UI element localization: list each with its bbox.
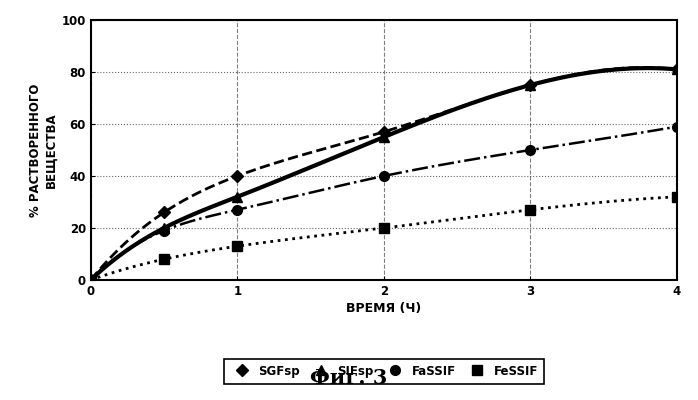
FaSSIF bbox=[526, 148, 535, 152]
Text: Фиг. 3: Фиг. 3 bbox=[311, 368, 387, 388]
SGFsp bbox=[673, 67, 681, 72]
Y-axis label: % РАСТВОРЕННОГО
ВЕЩЕСТВА: % РАСТВОРЕННОГО ВЕЩЕСТВА bbox=[29, 83, 57, 217]
SGFsp bbox=[87, 278, 95, 282]
X-axis label: ВРЕМЯ (Ч): ВРЕМЯ (Ч) bbox=[346, 302, 422, 315]
SIFsp bbox=[380, 134, 388, 140]
FeSSIF bbox=[673, 194, 681, 199]
SGFsp bbox=[526, 83, 535, 88]
SGFsp bbox=[160, 210, 168, 215]
SGFsp bbox=[380, 129, 388, 134]
FeSSIF bbox=[526, 207, 535, 212]
SIFsp bbox=[87, 278, 95, 282]
FaSSIF bbox=[160, 228, 168, 233]
FeSSIF bbox=[233, 244, 242, 248]
FeSSIF bbox=[160, 257, 168, 262]
SIFsp bbox=[233, 194, 242, 199]
FaSSIF bbox=[673, 124, 681, 129]
Line: SGFsp: SGFsp bbox=[87, 65, 681, 284]
FeSSIF bbox=[380, 226, 388, 230]
FeSSIF bbox=[87, 278, 95, 282]
Line: SIFsp: SIFsp bbox=[86, 64, 682, 285]
FaSSIF bbox=[380, 174, 388, 178]
SIFsp bbox=[160, 226, 168, 230]
SGFsp bbox=[233, 174, 242, 178]
FaSSIF bbox=[233, 207, 242, 212]
Line: FeSSIF: FeSSIF bbox=[86, 192, 682, 285]
SIFsp bbox=[673, 67, 681, 72]
Legend: SGFsp, SIFsp, FaSSIF, FeSSIF: SGFsp, SIFsp, FaSSIF, FeSSIF bbox=[224, 359, 544, 384]
FaSSIF bbox=[87, 278, 95, 282]
Line: FaSSIF: FaSSIF bbox=[86, 122, 682, 285]
SIFsp bbox=[526, 83, 535, 88]
